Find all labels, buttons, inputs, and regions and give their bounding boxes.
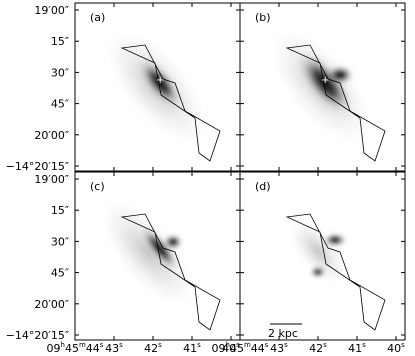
y-tick-label: 30″: [51, 235, 69, 248]
y-tick-label: −14°20′15″: [6, 329, 69, 342]
x-tick-label: 40s: [222, 341, 240, 355]
y-tick-label: 20′00″: [34, 129, 69, 142]
x-tick-unit: s: [236, 341, 240, 349]
emission-core: [310, 266, 326, 278]
x-tick-unit: m: [244, 341, 251, 349]
panel-frame: [239, 171, 406, 341]
x-tick-label: 42s: [144, 341, 162, 355]
x-tick-label: 09h45m44s: [47, 341, 104, 355]
slit-outline: [120, 213, 221, 331]
x-tick-label: 41s: [348, 341, 366, 355]
x-tick-unit: m: [79, 341, 86, 349]
x-tick-number: 40: [387, 342, 401, 355]
image: [100, 200, 195, 307]
x-tick-unit: s: [401, 341, 405, 349]
x-tick-unit: s: [119, 341, 123, 349]
panel-label: (b): [255, 11, 271, 24]
x-tick-number: 09: [212, 342, 226, 355]
scale-bar-label: 2 kpc: [268, 327, 298, 340]
x-tick-number: 43: [270, 342, 284, 355]
x-tick-number: 45: [65, 342, 79, 355]
x-tick-number: 42: [144, 342, 158, 355]
y-tick-label: 20′00″: [34, 298, 69, 311]
slit-outline: [120, 44, 221, 162]
x-tick-label: 43s: [105, 341, 123, 355]
x-tick-unit: s: [197, 341, 201, 349]
x-tick-unit: s: [265, 341, 269, 349]
y-tick-label: 15″: [51, 35, 69, 48]
x-tick-label: 40s: [387, 341, 405, 355]
x-tick-number: 09: [47, 342, 61, 355]
panel: (c): [74, 171, 241, 341]
image: [269, 28, 373, 144]
x-tick-unit: s: [323, 341, 327, 349]
y-tick-label: −14°20′15″: [6, 160, 69, 173]
x-tick-label: 41s: [183, 341, 201, 355]
x-tick-unit: h: [61, 341, 65, 349]
center-cross: +: [321, 75, 329, 86]
y-tick-label: 15″: [51, 204, 69, 217]
emission-core: [297, 52, 353, 114]
center-cross: +: [156, 75, 164, 86]
y-tick-label: 30″: [51, 66, 69, 79]
emission-core: [138, 58, 182, 108]
panel-frame: [239, 2, 406, 172]
x-tick-label: 43s: [270, 341, 288, 355]
x-tick-unit: s: [100, 341, 104, 349]
emission-haze: [288, 218, 348, 285]
panel-label: (a): [90, 11, 105, 24]
x-tick-number: 44: [86, 342, 100, 355]
panel-label: (d): [255, 180, 271, 193]
panel-label: (c): [90, 180, 105, 193]
x-tick-number: 40: [222, 342, 236, 355]
emission-core: [326, 65, 354, 85]
panel: + (b): [239, 2, 406, 172]
emission-haze: [100, 200, 195, 307]
x-tick-label: 42s: [309, 341, 327, 355]
y-tick-label: 45″: [51, 267, 69, 280]
y-tick-label: 19′00″: [34, 173, 69, 186]
x-tick-label: 09h45m44s: [212, 341, 269, 355]
x-tick-unit: s: [158, 341, 162, 349]
slit-outline: [285, 213, 386, 331]
x-tick-number: 44: [251, 342, 265, 355]
emission-core: [163, 234, 183, 250]
emission-core: [140, 226, 179, 271]
emission-core: [323, 233, 347, 247]
y-tick-label: 45″: [51, 98, 69, 111]
slit-outline: [285, 44, 386, 162]
x-tick-number: 45: [230, 342, 244, 355]
x-tick-unit: h: [226, 341, 230, 349]
x-tick-number: 42: [309, 342, 323, 355]
image: [104, 28, 208, 144]
x-tick-number: 41: [348, 342, 362, 355]
x-tick-number: 43: [105, 342, 119, 355]
x-tick-unit: s: [362, 341, 366, 349]
y-tick-label: 19′00″: [34, 4, 69, 17]
image: [288, 218, 348, 285]
panel: (d) 2 kpc: [239, 171, 406, 341]
x-tick-number: 41: [183, 342, 197, 355]
panel: + (a): [74, 2, 241, 172]
x-tick-unit: s: [284, 341, 288, 349]
